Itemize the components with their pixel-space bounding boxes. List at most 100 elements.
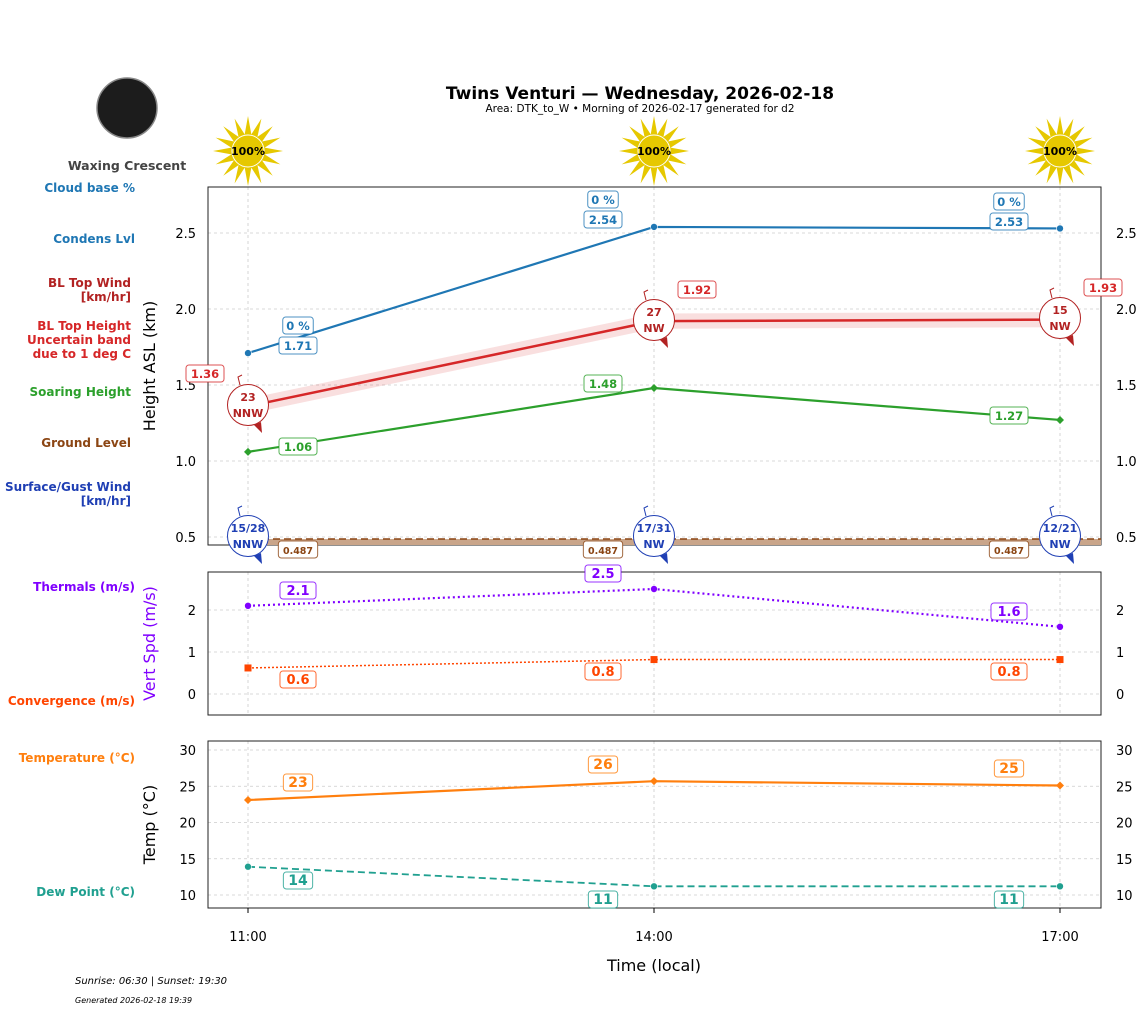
temperature-label-text: 23 [288,775,307,791]
convergence-line [247,658,1060,669]
y-tick-label: 1.0 [175,455,196,470]
ground-level-label: 0.487 [582,540,624,559]
y-tick-label: 2.0 [175,303,196,318]
ground-level-label-text: 0.487 [283,546,313,557]
soaring-point [1056,415,1064,424]
condens-level-label-text: 2.54 [589,213,617,227]
plot-frame [207,186,1102,546]
y-axis-label: Vert Spd (m/s) [140,586,159,701]
bl-top-label-text: 1.92 [683,283,711,297]
wind-arrow-icon [1066,335,1074,346]
convergence-label-box [584,662,622,681]
thermal-label-text: 2.5 [591,567,614,582]
x-axis-label: Time (local) [606,956,701,975]
ground-level-label-box [277,540,319,559]
thermal-label-box [584,564,622,583]
condens-point [650,223,658,231]
condens-level-label-box [583,210,623,229]
ground-level-label: 0.487 [988,540,1030,559]
dew-point-label: 14 [282,871,314,890]
y-tick-label: 25 [179,780,196,795]
legend-label-surface-wind: [km/hr] [81,494,131,508]
y-tick-label-right: 10 [1116,889,1133,904]
legend-label-condens: Condens Lvl [53,232,135,246]
bl-top-wind-direction: NW [643,322,664,335]
y-tick-label: 30 [179,744,196,759]
sun-icon: 100% [1025,116,1095,186]
temperature-point [1056,781,1064,790]
y-tick-label-right: 20 [1116,817,1133,832]
surface-wind: 12/21 NW [1039,505,1081,564]
dew-point-label-text: 14 [288,873,308,889]
y-tick-label-right: 2.5 [1116,227,1137,242]
temperature-label: 26 [587,755,619,774]
dew-point-point [1056,882,1064,891]
surface-wind-direction: NW [643,538,664,551]
convergence-label-text: 0.8 [997,665,1020,680]
convergence-label: 0.8 [584,662,622,681]
chart-title: Twins Venturi — Wednesday, 2026-02-18 [446,84,834,104]
legend-label-convergence: Convergence (m/s) [8,694,135,708]
dew-point-line [247,865,1060,888]
dew-point-label-box [587,890,619,909]
convergence-point [650,656,658,664]
x-tick-label: 14:00 [635,930,672,945]
y-tick-label: 0 [188,688,196,703]
ground-level-label-box [582,540,624,559]
wind-barb-icon [1049,505,1055,517]
convergence-label: 0.8 [990,662,1028,681]
wind-arrow-icon [660,553,668,564]
dew-point-point [244,862,252,871]
bl-top-wind-direction: NW [1049,320,1070,333]
temperature-label-box [993,759,1025,778]
wind-barb-icon [643,289,649,301]
soaring-point [244,447,252,456]
temperature-point [650,777,658,786]
bl-top-label-text: 1.93 [1089,281,1117,295]
thermal-point [244,601,252,610]
bl-top-wind: 27 NW [633,289,675,348]
cloud-base-label: 0 % [993,192,1025,211]
condens-level-label: 2.53 [989,212,1029,231]
surface-wind: 17/31 NW [633,505,675,564]
y-tick-label-right: 1 [1116,646,1124,661]
y-tick-label-right: 0 [1116,688,1124,703]
thermal-label-box [990,602,1028,621]
x-tick-label: 11:00 [229,930,266,945]
bl-top-wind-direction: NNW [233,407,264,420]
generated-time: Generated 2026-02-18 19:39 [75,996,192,1005]
sun-disc [231,134,265,168]
y-tick-label: 1 [188,646,196,661]
moon-phase-label: Waxing Crescent [68,158,186,173]
y-tick-label-right: 2.0 [1116,303,1137,318]
ground-level-label: 0.487 [277,540,319,559]
wind-arrow-icon [254,553,262,564]
y-axis-label: Temp (°C) [140,785,159,865]
y-tick-label: 2 [188,604,196,619]
wind-barb-icon [237,374,243,386]
condens-level-label-text: 2.53 [995,215,1023,229]
condens-level-label-box [989,212,1029,231]
convergence-label-box [279,670,317,689]
condens-point [1056,224,1064,233]
plot-frame [207,571,1102,716]
sun-times: Sunrise: 06:30 | Sunset: 19:30 [75,976,227,987]
surface-wind-direction: NW [1049,538,1070,551]
wind-arrow-icon [254,422,262,433]
temperature-point [244,796,252,805]
condens-level-label-text: 1.71 [284,339,312,353]
temperature-label-box [282,773,314,792]
wind-barb-icon [1049,287,1055,299]
surface-wind-speed: 17/31 [637,522,672,535]
cloud-base-label-box [993,192,1025,211]
cloud-base-label-box [282,316,314,335]
x-tick-label: 17:00 [1041,930,1078,945]
soaring-height-label: 1.48 [583,374,623,393]
ground-level-label-box [988,540,1030,559]
dew-point-label: 11 [993,890,1025,909]
condens-level-label-box [278,336,318,355]
soaring-height-label-box [278,437,318,456]
y-tick-label: 20 [179,817,196,832]
y-tick-label: 1.5 [175,379,196,394]
